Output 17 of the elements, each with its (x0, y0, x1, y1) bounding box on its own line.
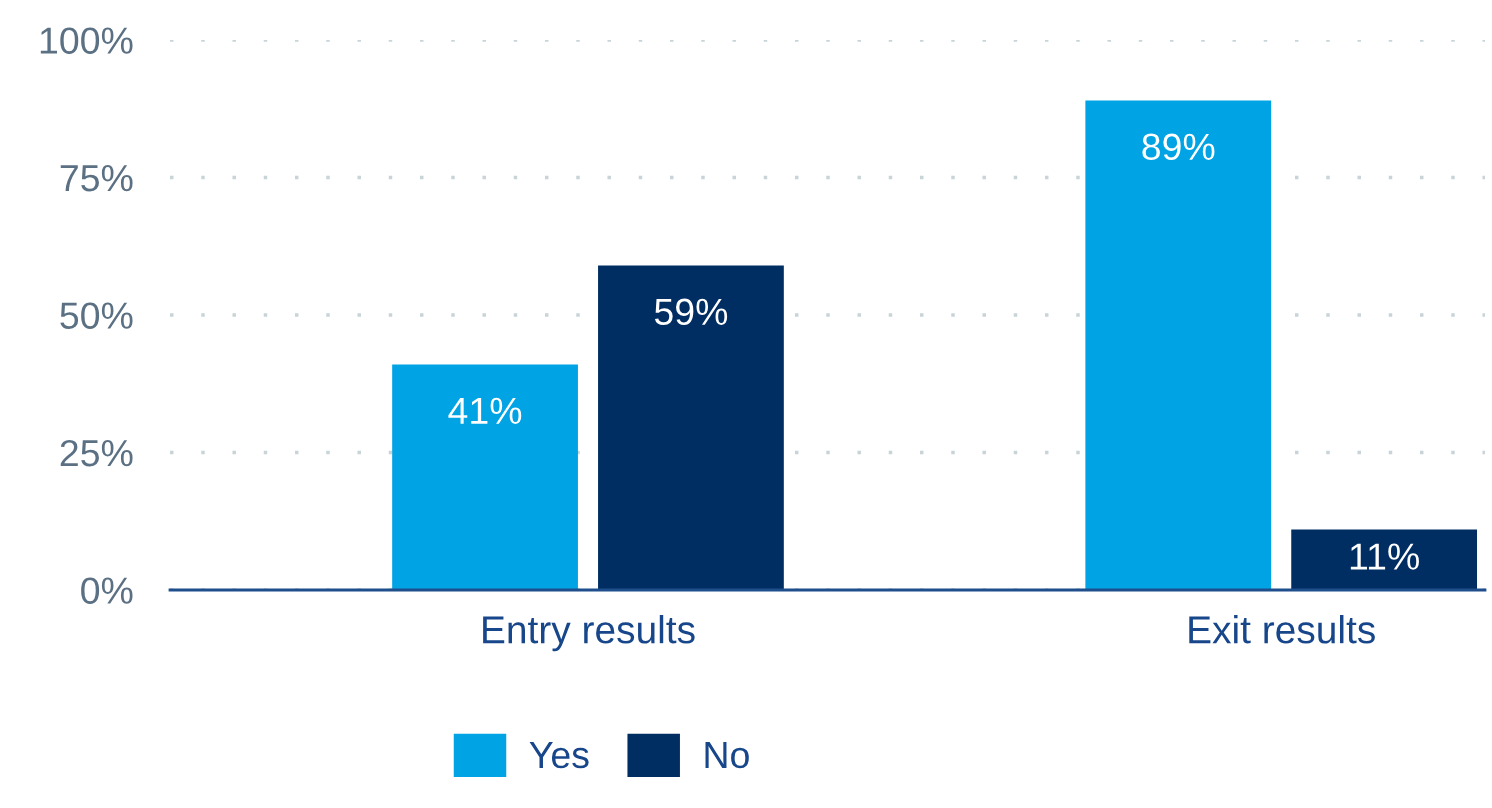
text: 89% (1142, 133, 1215, 161)
y-tick-label: 100% (40, 27, 133, 54)
text: 41% (448, 397, 522, 424)
bar (598, 265, 784, 590)
x-tick-label: Exit results (1189, 615, 1375, 644)
y-tick-label: 0% (81, 577, 133, 604)
x-tick-label: Entry results (483, 615, 695, 652)
y-tick-label: 75% (60, 165, 133, 192)
legend-label: No (705, 742, 749, 769)
bar (392, 364, 578, 590)
bar (1291, 529, 1478, 590)
y-tick-label: 25% (60, 439, 133, 467)
text: 11% (1350, 543, 1419, 570)
text: 59% (654, 298, 728, 326)
y-tick-label: 50% (60, 302, 133, 329)
bar (1085, 100, 1272, 590)
legend-label: Yes (529, 742, 589, 769)
